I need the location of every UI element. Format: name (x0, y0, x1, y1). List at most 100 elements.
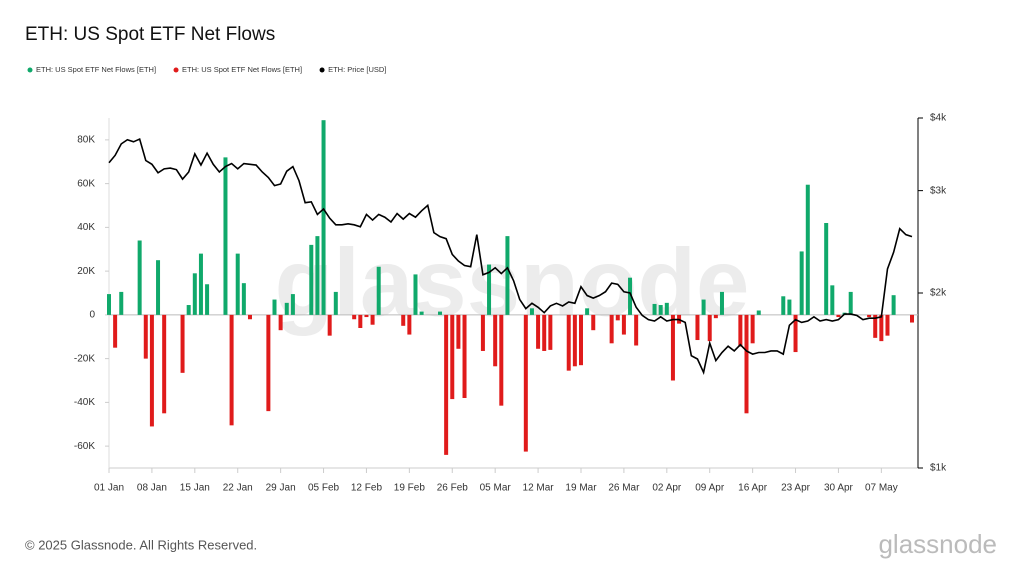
x-tick-label: 09 Apr (695, 483, 725, 494)
bar (364, 314, 369, 318)
bar (910, 314, 914, 323)
bar (376, 266, 381, 315)
bar (480, 314, 485, 351)
bar (113, 314, 118, 348)
bar (585, 308, 590, 315)
bar (873, 314, 878, 338)
bar (621, 314, 626, 335)
price-line (108, 137, 913, 376)
bar (450, 314, 455, 400)
bar (149, 314, 154, 427)
bar (867, 314, 872, 318)
bar (787, 299, 792, 315)
bar (180, 314, 185, 373)
bar (407, 314, 412, 335)
y-tick-label: 20K (77, 266, 95, 277)
bar (591, 314, 596, 331)
bar (358, 314, 363, 328)
y-tick-label: -60K (74, 441, 95, 452)
bar (836, 314, 841, 318)
bar (186, 305, 191, 315)
bar (830, 285, 835, 315)
x-tick-label: 02 Apr (652, 483, 682, 494)
bar (781, 296, 786, 315)
bar (756, 310, 761, 315)
bar (370, 314, 375, 325)
bar (290, 294, 295, 315)
y-tick-label: -40K (74, 397, 95, 408)
y2-tick-label: $3k (930, 185, 947, 196)
x-tick-label: 01 Jan (94, 483, 124, 494)
bar (566, 314, 571, 371)
bar (156, 260, 161, 315)
bar (634, 314, 639, 346)
bar (879, 314, 884, 342)
bar (309, 244, 314, 315)
bar (572, 314, 577, 367)
bar (523, 314, 528, 452)
bar (609, 314, 614, 344)
x-tick-label: 05 Feb (308, 483, 340, 494)
y-tick-label: 0 (89, 310, 95, 321)
y-tick-label: 60K (77, 178, 95, 189)
bar (223, 157, 228, 315)
bar (670, 314, 675, 381)
x-tick-label: 23 Apr (781, 483, 811, 494)
bar (247, 314, 252, 320)
bar (333, 291, 338, 315)
x-tick-label: 22 Jan (223, 483, 253, 494)
y-tick-label: -20K (74, 353, 95, 364)
legend-label: ETH: Price [USD] (328, 65, 386, 74)
bar (456, 314, 461, 349)
legend-marker (319, 67, 325, 73)
x-tick-label: 12 Feb (351, 483, 383, 494)
x-tick-label: 19 Feb (394, 483, 426, 494)
bar (327, 314, 332, 336)
bar (137, 240, 142, 315)
x-tick-label: 12 Mar (523, 483, 555, 494)
bar (241, 283, 246, 315)
bar (695, 314, 700, 341)
bar (885, 314, 890, 336)
bar (652, 303, 657, 315)
bar (321, 120, 326, 315)
x-tick-label: 05 Mar (480, 483, 512, 494)
bar (707, 314, 712, 342)
bar (229, 314, 234, 426)
bar (719, 291, 724, 315)
logo: glassnode (878, 529, 997, 559)
bar (487, 264, 492, 315)
legend-marker (27, 67, 33, 73)
bar (235, 253, 240, 315)
x-tick-label: 08 Jan (137, 483, 167, 494)
legend-label: ETH: US Spot ETF Net Flows [ETH] (36, 65, 156, 74)
bar (750, 314, 755, 344)
bar (401, 314, 406, 326)
bar (548, 314, 553, 350)
bar (352, 314, 357, 320)
bar (315, 236, 320, 315)
bar (799, 251, 804, 315)
bar (419, 311, 424, 315)
bar (505, 236, 510, 315)
bar (658, 305, 663, 315)
bar (738, 314, 743, 347)
bar (493, 314, 498, 367)
bar (805, 184, 810, 315)
x-tick-label: 19 Mar (565, 483, 597, 494)
bar (462, 314, 467, 398)
copyright: © 2025 Glassnode. All Rights Reserved. (25, 537, 257, 552)
bar (529, 308, 534, 315)
bar (143, 314, 148, 359)
bar (744, 314, 749, 414)
legend-label: ETH: US Spot ETF Net Flows [ETH] (182, 65, 302, 74)
bar (413, 274, 418, 315)
bar (198, 253, 203, 315)
y2-tick-label: $4k (930, 113, 947, 124)
chart-title: ETH: US Spot ETF Net Flows (25, 24, 275, 45)
bar (824, 223, 829, 315)
x-tick-label: 30 Apr (824, 483, 854, 494)
legend-marker (173, 67, 179, 73)
